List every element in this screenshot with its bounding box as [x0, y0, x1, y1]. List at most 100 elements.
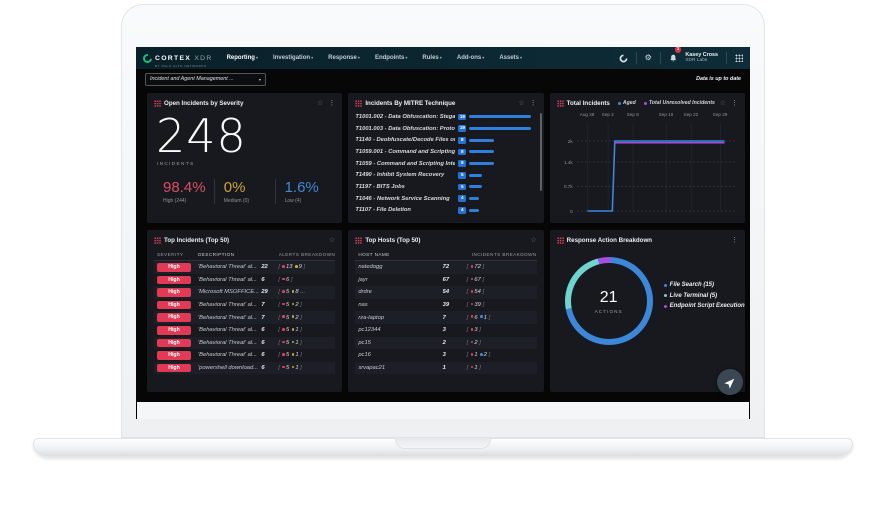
table-row[interactable]: pc16 3 [1 2 ] — [355, 349, 536, 362]
favorite-star-icon[interactable]: ☆ — [317, 99, 324, 107]
severity-badge: High — [157, 300, 191, 310]
menu-response[interactable]: Response▾ — [328, 55, 360, 61]
incident-dot — [470, 290, 474, 293]
menu-endpoints[interactable]: Endpoints▾ — [374, 55, 408, 61]
mitre-row[interactable]: T1490 - Inhibit System Recovery 5 — [355, 169, 536, 181]
drag-handle-icon[interactable] — [154, 99, 161, 107]
mitre-row[interactable]: T1001.003 - Data Obfuscation: Protocol .… — [355, 123, 536, 135]
table-row[interactable]: High 'Behavioral Threat' al... 7 [5 2 ] — [154, 311, 336, 324]
table-row[interactable]: High 'Behavioral Threat' al... 6 [5 1 ] — [154, 324, 335, 337]
y-tick-label: 0.7k — [563, 184, 573, 189]
laptop-base-notch — [395, 438, 491, 449]
mitre-row[interactable]: T1059 - Command and Scripting Interpr...… — [355, 158, 536, 170]
scrollbar[interactable] — [539, 113, 542, 191]
mitre-row[interactable]: T1001.002 - Data Obfuscation: Stegano...… — [355, 111, 536, 123]
kebab-menu-icon[interactable]: ⋮ — [730, 99, 738, 107]
menu-investigation[interactable]: Investigation▾ — [273, 55, 314, 61]
table-row[interactable]: High 'Behavioral Threat' al... 6 [5 1 ] — [154, 349, 335, 362]
incident-description: 'Behavioral Threat' al... — [198, 276, 257, 283]
table-row[interactable]: drdre 54 [54 ] — [355, 286, 537, 299]
menu-reporting[interactable]: Reporting▾ — [226, 55, 259, 61]
table-header: HOST NAME INCIDENTS BREAKDOWN — [355, 248, 537, 261]
legend-item-script-execution[interactable]: Endpoint Script Execution (1) — [663, 303, 745, 309]
incident-count: 3 — [442, 352, 446, 359]
technique-bar — [469, 185, 530, 189]
table-row[interactable]: High 'powershell download... 6 [5 1 ] — [154, 361, 336, 375]
mitre-row[interactable]: T1107 - File Deletion 4 — [355, 205, 536, 217]
drag-handle-icon[interactable] — [355, 236, 363, 244]
notifications-button[interactable]: 1 — [669, 47, 682, 67]
table-row[interactable]: High 'Microsoft MSOFFICE... 29 [5 8 ... — [154, 286, 336, 299]
mitre-row[interactable]: T1059.001 - Command and Scripting Int...… — [355, 146, 536, 158]
menu-assets[interactable]: Assets▾ — [499, 55, 523, 61]
legend-dot — [643, 101, 647, 105]
dashboard-select[interactable]: Incident and Agent Management ... ▾ — [145, 72, 266, 86]
host-name: nas — [358, 302, 368, 309]
app-grid-icon[interactable] — [735, 54, 743, 62]
gear-icon[interactable]: ⚙ — [644, 53, 652, 62]
alert-dot — [291, 315, 295, 318]
help-icon[interactable] — [619, 54, 628, 63]
alert-count: 6 — [261, 352, 265, 359]
alert-count: 6 — [261, 339, 265, 346]
kebab-menu-icon[interactable]: ⋮ — [529, 99, 537, 107]
table-row[interactable]: srvapac21 1 [1 ] — [355, 361, 537, 375]
panel-response-actions: Response Action Breakdown ⋮ 21 ACTIONS F… — [549, 230, 745, 392]
mitre-row[interactable]: T1046 - Network Service Scanning 4 — [355, 193, 536, 205]
table-row[interactable]: nas 39 [39 ] — [355, 299, 536, 312]
table-row[interactable]: High 'Behavioral Threat' al... 22 [13 9 ] — [154, 261, 336, 274]
chat-fab-button[interactable] — [717, 369, 743, 395]
x-tick-label: Aug 28 — [579, 112, 595, 117]
table-row[interactable]: rza-laptop 7 [6 1 ] — [355, 311, 537, 324]
divider — [635, 52, 637, 64]
laptop-screen: CORTEX XDR BY PALO ALTO NETWORKS Reporti… — [136, 47, 750, 419]
incident-dot — [470, 365, 474, 369]
menu-add-ons[interactable]: Add-ons▾ — [456, 55, 485, 61]
table-row[interactable]: High 'Behavioral Threat' al... 6 [5 1 ] — [154, 336, 336, 350]
x-tick-label: Sep 29 — [712, 112, 728, 117]
table-row[interactable]: natedogg 72 [72 ] — [355, 261, 537, 274]
severity-stat-medium[interactable]: 0% Medium (0) — [213, 179, 275, 204]
table-row[interactable]: High 'Behavioral Threat' al... 6 [6 ] — [154, 274, 335, 287]
drag-handle-icon[interactable] — [556, 236, 564, 244]
incidents-breakdown: [72 ] — [466, 264, 485, 271]
alert-dot — [282, 277, 286, 281]
incident-description: 'Behavioral Threat' al... — [198, 339, 257, 346]
mitre-row[interactable]: T1197 - BITS Jobs 5 — [355, 181, 536, 193]
severity-stat-high[interactable]: 98.4% High (244) — [154, 179, 214, 204]
widget-grid: Open Incidents by Severity ☆ ⋮ 248 INCID… — [147, 93, 745, 402]
x-tick-label: Sep 16 — [658, 112, 674, 117]
legend-item-live-terminal[interactable]: Live Terminal (5) — [663, 293, 745, 299]
technique-label: T1001.003 - Data Obfuscation: Protocol .… — [355, 125, 455, 132]
favorite-star-icon[interactable]: ☆ — [518, 99, 525, 107]
chevron-down-icon: ▾ — [520, 55, 523, 60]
kebab-menu-icon[interactable]: ⋮ — [730, 236, 738, 244]
favorite-star-icon[interactable]: ☆ — [530, 236, 537, 244]
mitre-row[interactable]: T1140 - Deobfuscate/Decode Files or Inf.… — [355, 134, 536, 146]
table-row[interactable]: jayr 67 [67 ] — [355, 274, 536, 287]
favorite-star-icon[interactable]: ☆ — [329, 236, 336, 244]
incident-count: 7 — [442, 314, 446, 321]
alerts-breakdown: [5 1 ] — [278, 339, 302, 346]
menu-rules[interactable]: Rules▾ — [422, 55, 442, 61]
incidents-breakdown: [1 ] — [466, 365, 481, 372]
chevron-down-icon: ▾ — [255, 55, 259, 60]
donut-legend: File Search (15) Live Terminal (5) Endpo… — [663, 282, 745, 309]
incident-count: 1 — [442, 365, 446, 372]
technique-label: T1059 - Command and Scripting Interpr... — [355, 160, 455, 167]
alert-dot — [282, 302, 286, 306]
drag-handle-icon[interactable] — [556, 99, 564, 107]
bell-icon — [670, 54, 676, 61]
severity-stat-low[interactable]: 1.6% Low (4) — [274, 179, 336, 204]
table-row[interactable]: pc12344 3 [3 ] — [355, 324, 536, 337]
panel-title: Incidents By MITRE Technique — [365, 99, 456, 107]
cortex-logo[interactable]: CORTEX XDR BY PALO ALTO NETWORKS — [141, 48, 213, 68]
user-menu[interactable]: Kasey Cross XDR Labs — [685, 52, 718, 64]
legend-item-file-search[interactable]: File Search (15) — [663, 282, 745, 288]
table-row[interactable]: pc15 2 [2 ] — [355, 336, 537, 350]
drag-handle-icon[interactable] — [154, 236, 161, 244]
table-row[interactable]: High 'Behavioral Threat' al... 7 [5 2 ] — [154, 299, 335, 312]
kebab-menu-icon[interactable]: ⋮ — [328, 99, 336, 107]
favorite-star-icon[interactable]: ☆ — [719, 99, 726, 107]
drag-handle-icon[interactable] — [355, 99, 363, 107]
